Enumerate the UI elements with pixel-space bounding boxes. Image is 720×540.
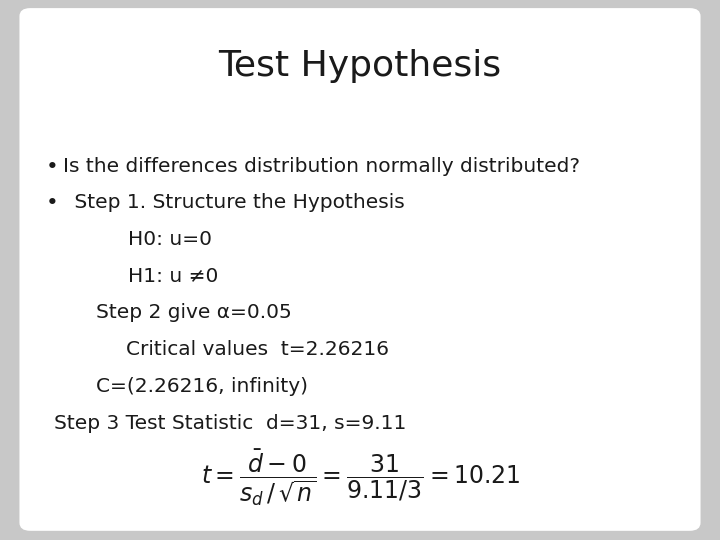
Text: $t = \dfrac{\bar{d} - 0}{s_d\,/\,\sqrt{n}} = \dfrac{31}{9.11/3} = 10.21$: $t = \dfrac{\bar{d} - 0}{s_d\,/\,\sqrt{n… <box>201 448 519 508</box>
Text: Is the differences distribution normally distributed?: Is the differences distribution normally… <box>63 157 580 176</box>
Text: •: • <box>45 157 58 177</box>
Text: Step 3 Test Statistic  d=31, s=9.11: Step 3 Test Statistic d=31, s=9.11 <box>54 414 406 433</box>
Text: C=(2.26216, infinity): C=(2.26216, infinity) <box>96 377 307 396</box>
Text: H1: u ≠0: H1: u ≠0 <box>128 267 219 286</box>
Text: H0: u=0: H0: u=0 <box>128 230 212 249</box>
Text: Step 1. Structure the Hypothesis: Step 1. Structure the Hypothesis <box>68 193 405 212</box>
Text: Test Hypothesis: Test Hypothesis <box>218 49 502 83</box>
Text: Critical values  t=2.26216: Critical values t=2.26216 <box>126 340 389 359</box>
Text: Step 2 give α=0.05: Step 2 give α=0.05 <box>96 303 292 322</box>
Text: •: • <box>45 193 58 213</box>
